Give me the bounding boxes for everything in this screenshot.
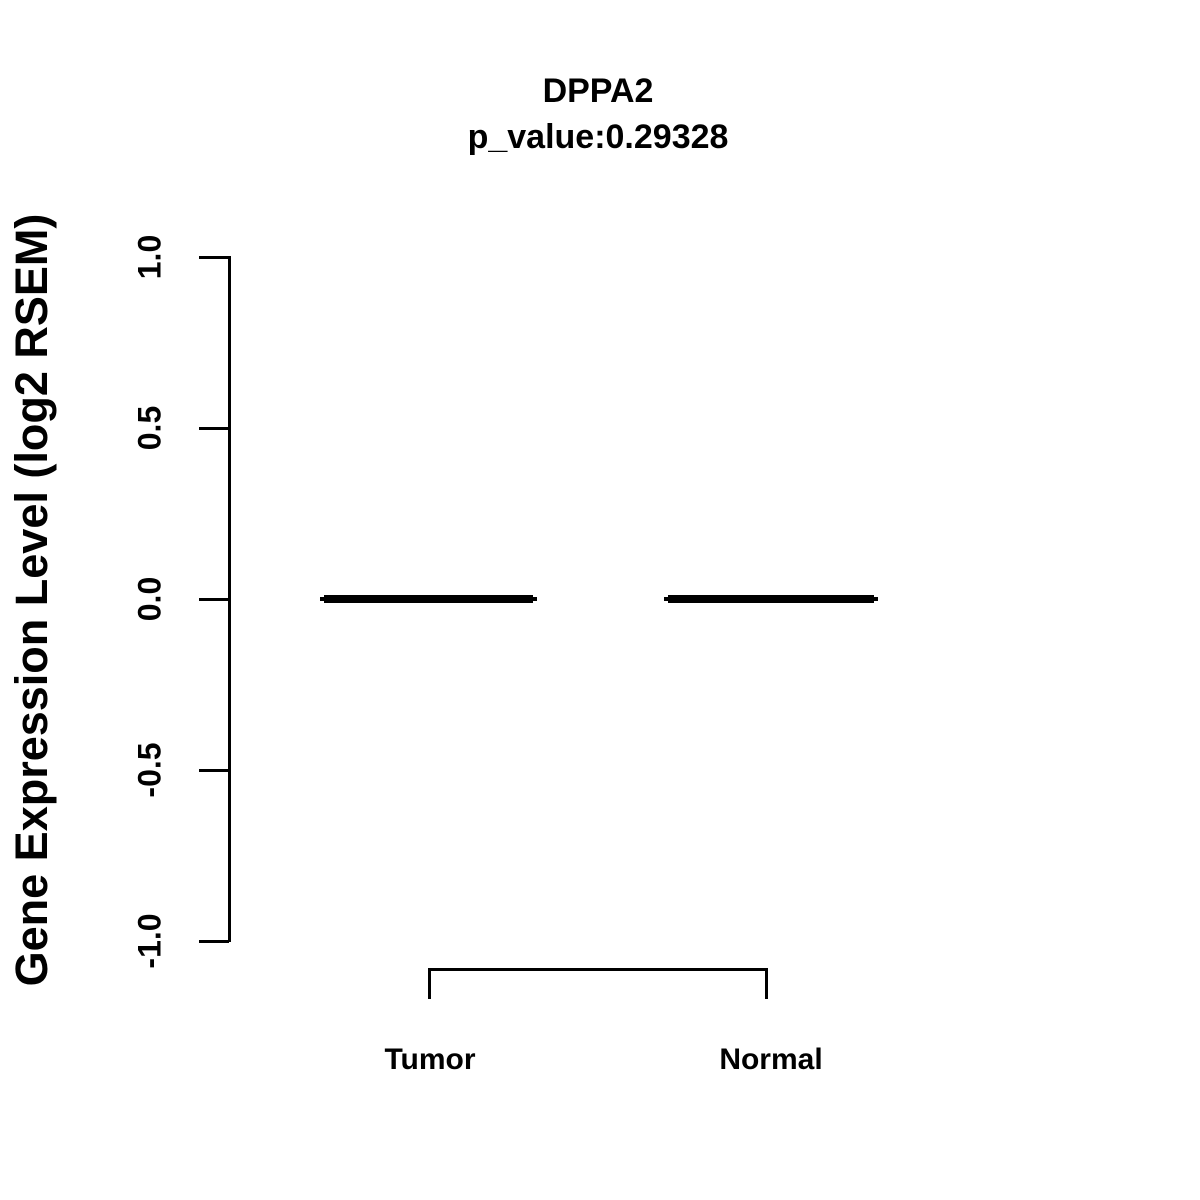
y-axis-line	[228, 256, 231, 942]
y-axis-tick	[199, 256, 229, 259]
boxplot-median-normal	[664, 595, 878, 603]
y-axis-tick-label: -0.5	[131, 742, 168, 798]
chart-title-block: DPPA2 p_value:0.29328	[468, 68, 729, 160]
chart-subtitle: p_value:0.29328	[467, 118, 729, 156]
y-axis-tick	[199, 940, 229, 943]
chart-title: DPPA2	[542, 72, 654, 110]
y-axis-tick-label: 0.0	[131, 576, 168, 622]
y-axis-tick	[199, 598, 229, 601]
y-axis-tick-label: 1.0	[131, 234, 168, 280]
boxplot-median-tumor	[320, 595, 537, 603]
y-axis-tick-label: -1.0	[131, 913, 168, 969]
comparison-bracket	[428, 968, 768, 999]
y-axis-tick-label: 0.5	[131, 405, 168, 451]
category-label-normal: Normal	[719, 1043, 823, 1076]
y-axis-label: Gene Expression Level (log2 RSEM)	[6, 213, 57, 987]
y-axis-tick	[199, 769, 229, 772]
category-label-tumor: Tumor	[384, 1043, 476, 1076]
y-axis-tick	[199, 427, 229, 430]
